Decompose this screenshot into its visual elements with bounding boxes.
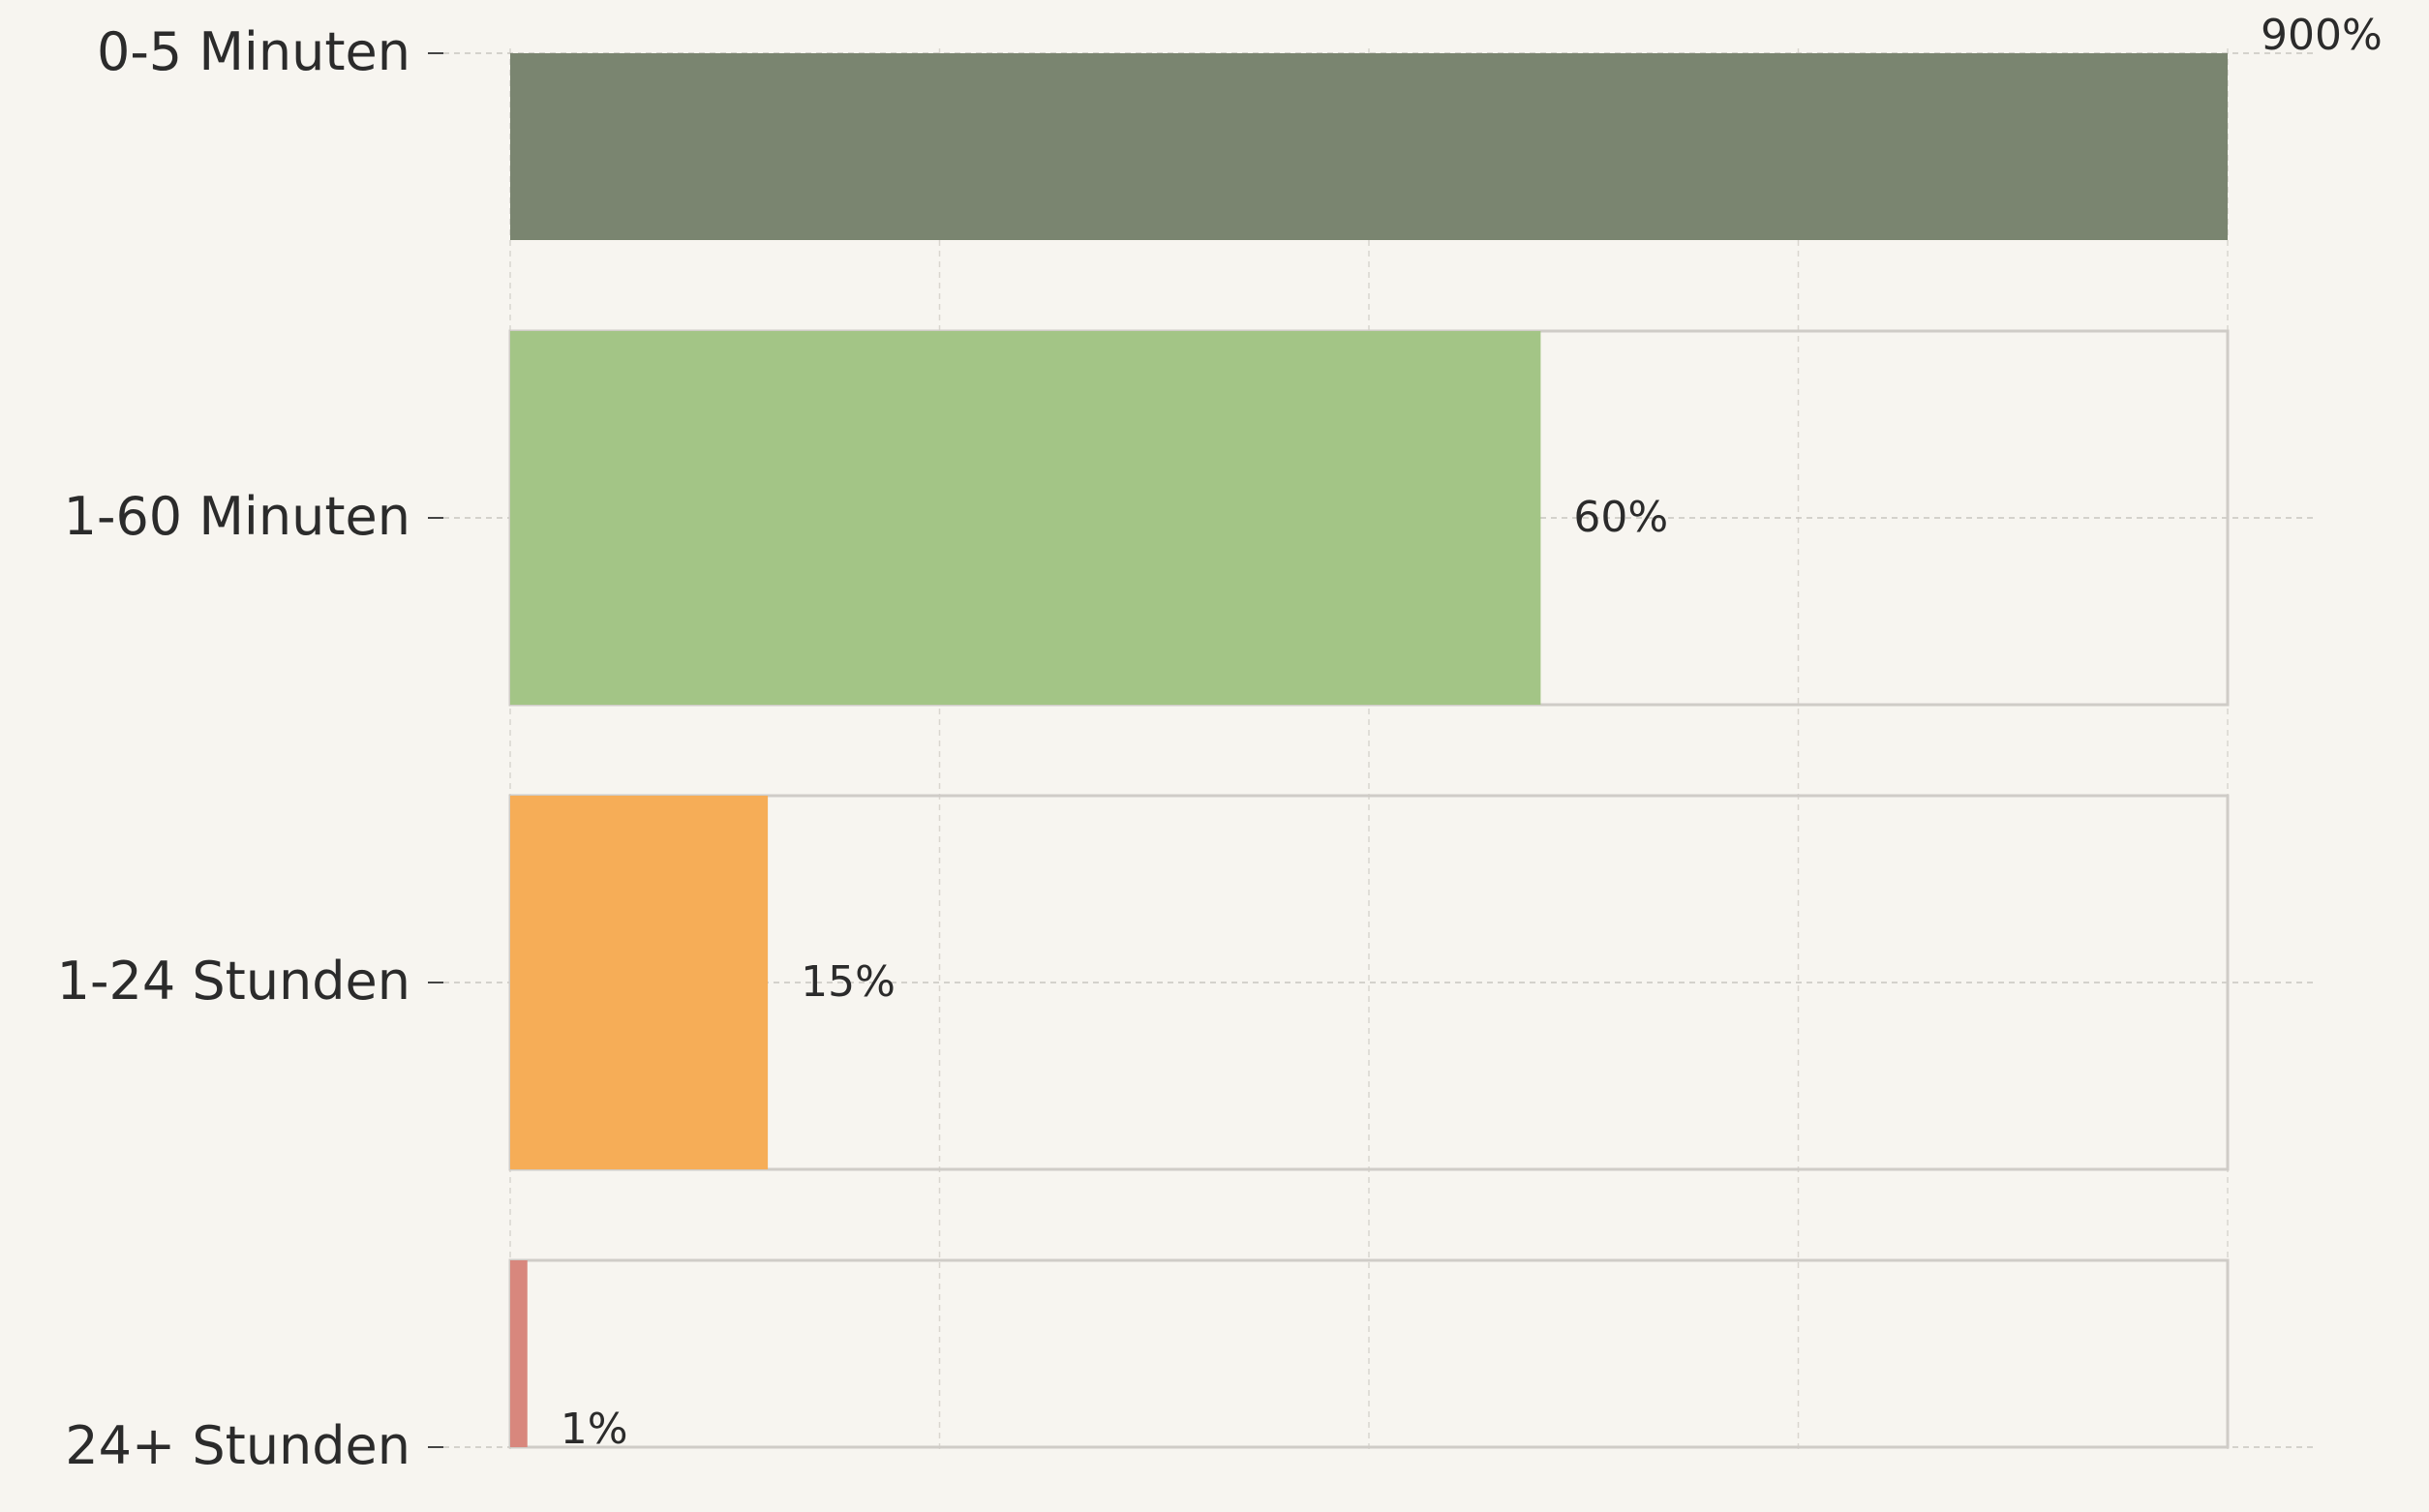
value-label: 15% (801, 957, 896, 1007)
value-label: 60% (1573, 493, 1668, 542)
category-label: 1-24 Stunden (57, 951, 410, 1012)
grid-layer (443, 48, 2314, 1452)
category-label: 0-5 Minuten (97, 21, 410, 82)
bar (510, 1260, 528, 1447)
label-layer: 0-5 Minuten 900% 1-60 Minuten 60% 1-24 Stund… (57, 11, 2383, 1476)
value-label: 1% (561, 1405, 628, 1454)
bar-layer (510, 53, 2228, 1447)
bar (510, 331, 1541, 705)
bar (510, 53, 2228, 240)
bar (510, 796, 769, 1169)
category-label: 24+ Stunden (65, 1415, 410, 1476)
value-label: 900% (2261, 11, 2383, 60)
category-label: 1-60 Minuten (64, 486, 410, 547)
